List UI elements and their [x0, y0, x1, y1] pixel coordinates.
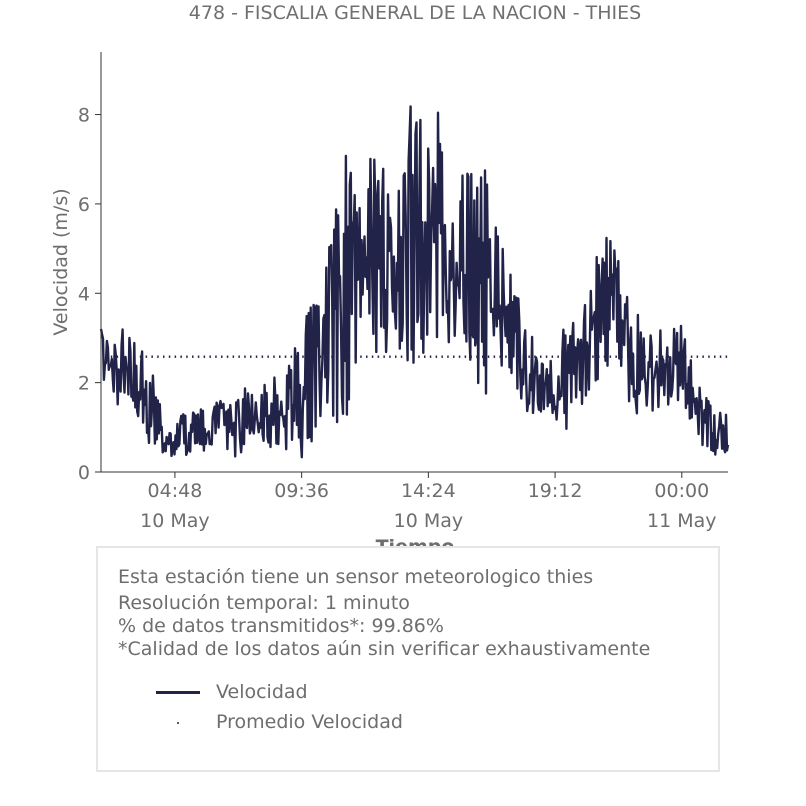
info-quality-note: *Calidad de los datos aún sin verificar … — [118, 638, 651, 660]
x-tick-label: 09:36 — [274, 480, 329, 502]
y-tick-label: 2 — [78, 373, 90, 395]
legend-line-swatch — [156, 691, 200, 694]
y-tick-label: 6 — [78, 194, 90, 216]
x-ticks: 04:48 10 May 09:36 14:24 10 May 19:12 00:00 11 … — [140, 472, 717, 532]
velocidad-series-line — [99, 105, 730, 459]
x-tick-label: 04:48 — [148, 480, 203, 502]
info-box: Esta estación tiene un sensor meteorolog… — [96, 546, 720, 772]
info-resolution-text: Resolución temporal: 1 minuto — [118, 592, 410, 614]
x-tick-date-label: 11 May — [647, 510, 717, 532]
legend-label-promedio: Promedio Velocidad — [216, 711, 403, 733]
x-tick-label: 00:00 — [654, 480, 709, 502]
y-axis-label: Velocidad (m/s) — [50, 188, 72, 335]
legend-dot-swatch — [177, 722, 179, 724]
y-tick-label: 4 — [78, 283, 90, 305]
x-tick-date-label: 10 May — [394, 510, 464, 532]
legend-label-velocidad: Velocidad — [216, 681, 308, 703]
series-layer — [99, 105, 730, 459]
chart-title: 478 - FISCALIA GENERAL DE LA NACION - TH… — [188, 2, 642, 24]
x-tick-date-label: 10 May — [140, 510, 210, 532]
x-tick-label: 19:12 — [528, 480, 583, 502]
y-tick-label: 0 — [78, 462, 90, 484]
y-ticks: 0 2 4 6 8 — [78, 105, 101, 484]
x-tick-label: 14:24 — [401, 480, 456, 502]
info-sensor-text: Esta estación tiene un sensor meteorolog… — [118, 566, 594, 588]
y-tick-label: 8 — [78, 105, 90, 127]
info-data-percent-text: % de datos transmitidos*: 99.86% — [118, 615, 444, 637]
